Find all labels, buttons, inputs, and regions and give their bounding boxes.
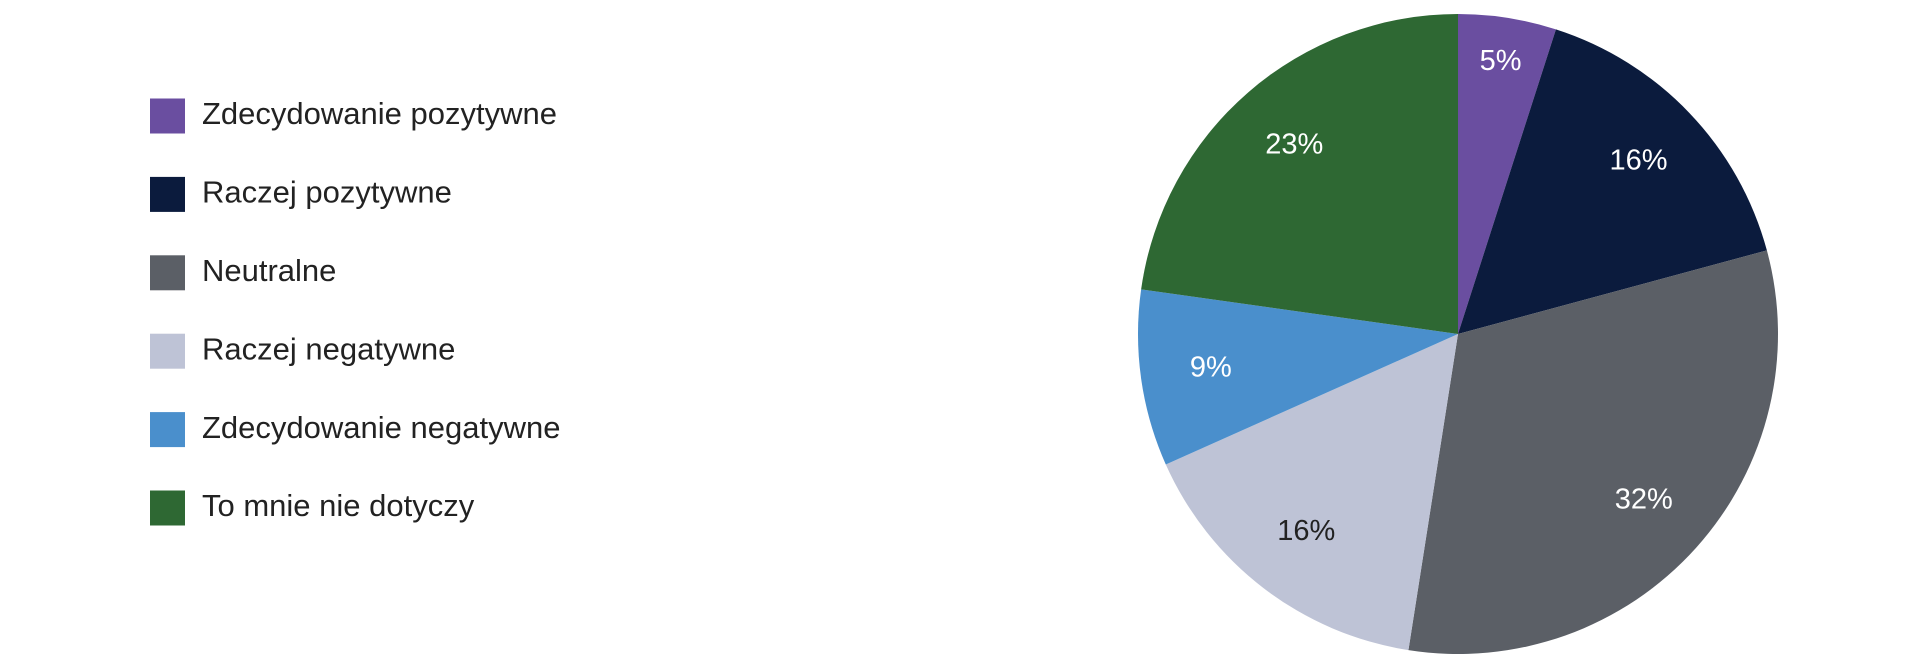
pie-slice [1165, 334, 1458, 651]
pie-slice [1408, 250, 1778, 655]
legend-label: To mnie nie dotyczy [202, 488, 475, 523]
data-label: 16% [1277, 515, 1335, 547]
legend-swatch [150, 176, 185, 212]
legend-label: Zdecydowanie pozytywne [202, 96, 557, 131]
legend-label: Raczej negatywne [202, 331, 455, 366]
data-label: 32% [1615, 483, 1673, 515]
legend-label: Raczej pozytywne [202, 175, 452, 210]
data-label: 9% [1190, 351, 1232, 383]
legend-swatch [150, 333, 185, 369]
pie-slice [1138, 289, 1458, 465]
pie-slice [1458, 29, 1767, 335]
legend-label: Zdecydowanie negatywne [202, 410, 560, 445]
legend-swatch [150, 490, 185, 526]
data-label: 23% [1265, 128, 1323, 160]
pie-slice [1458, 14, 1556, 334]
legend-label: Neutralne [202, 253, 336, 288]
legend-swatch [150, 255, 185, 291]
pie-slice [1141, 14, 1458, 334]
legend-swatch [150, 98, 185, 134]
legend-swatch [150, 412, 185, 448]
data-label: 5% [1480, 45, 1522, 77]
data-label: 16% [1610, 144, 1668, 176]
